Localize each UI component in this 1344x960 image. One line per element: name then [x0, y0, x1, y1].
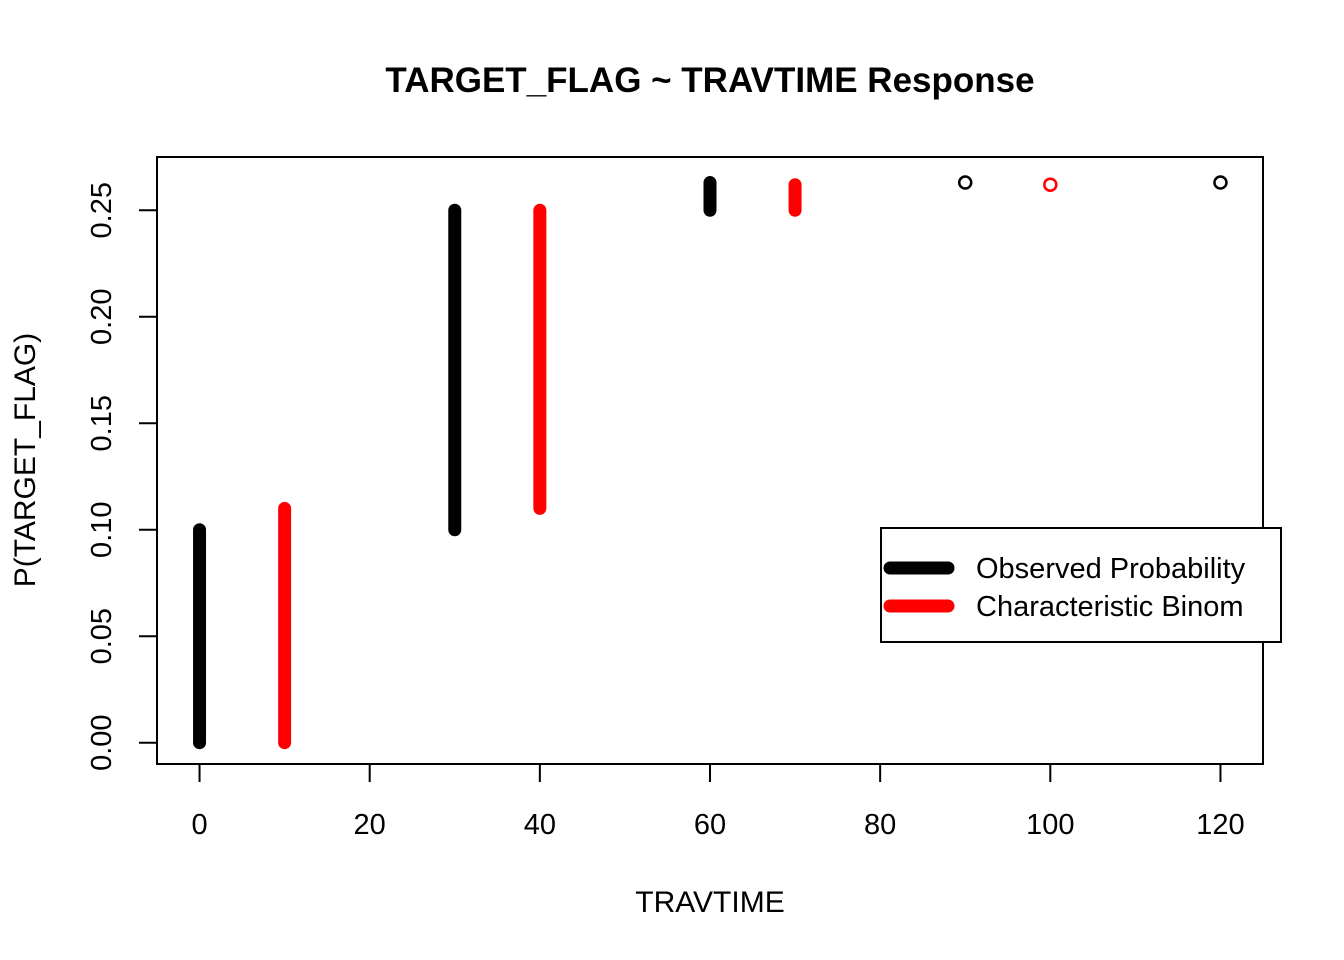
- x-tick-label: 80: [864, 809, 896, 841]
- series-0-point-1: [1213, 175, 1228, 190]
- chart-title: TARGET_FLAG ~ TRAVTIME Response: [385, 61, 1034, 100]
- legend: Observed Probability Characteristic Binom: [880, 527, 1282, 643]
- x-tick-label: 40: [524, 809, 556, 841]
- x-axis-label: TRAVTIME: [635, 886, 784, 919]
- y-tick-label: 0.05: [86, 608, 118, 664]
- series-1-point-0: [1043, 177, 1058, 192]
- y-tick-label: 0.20: [86, 289, 118, 345]
- y-axis: 0.00 0.05 0.10 0.15 0.20 0.25: [86, 182, 158, 771]
- y-tick-label: 0.25: [86, 182, 118, 238]
- chart-marks: [193, 175, 1228, 750]
- y-tick-label: 0.15: [86, 395, 118, 451]
- x-tick-label: 120: [1196, 809, 1244, 841]
- y-tick-label: 0.00: [86, 714, 118, 770]
- x-tick-label: 0: [191, 809, 207, 841]
- y-axis-label: P(TARGET_FLAG): [9, 333, 42, 587]
- plot-frame: [156, 156, 1264, 765]
- legend-label-0: Observed Probability: [976, 553, 1246, 585]
- legend-box: [880, 527, 1282, 643]
- legend-label-1: Characteristic Binom: [976, 591, 1244, 623]
- x-tick-label: 20: [354, 809, 386, 841]
- x-tick-label: 60: [694, 809, 726, 841]
- series-0-point-0: [957, 175, 973, 190]
- y-tick-label: 0.10: [86, 501, 118, 557]
- x-axis: 0 20 40 60 80 100 120: [191, 763, 1245, 841]
- x-tick-label: 100: [1026, 809, 1074, 841]
